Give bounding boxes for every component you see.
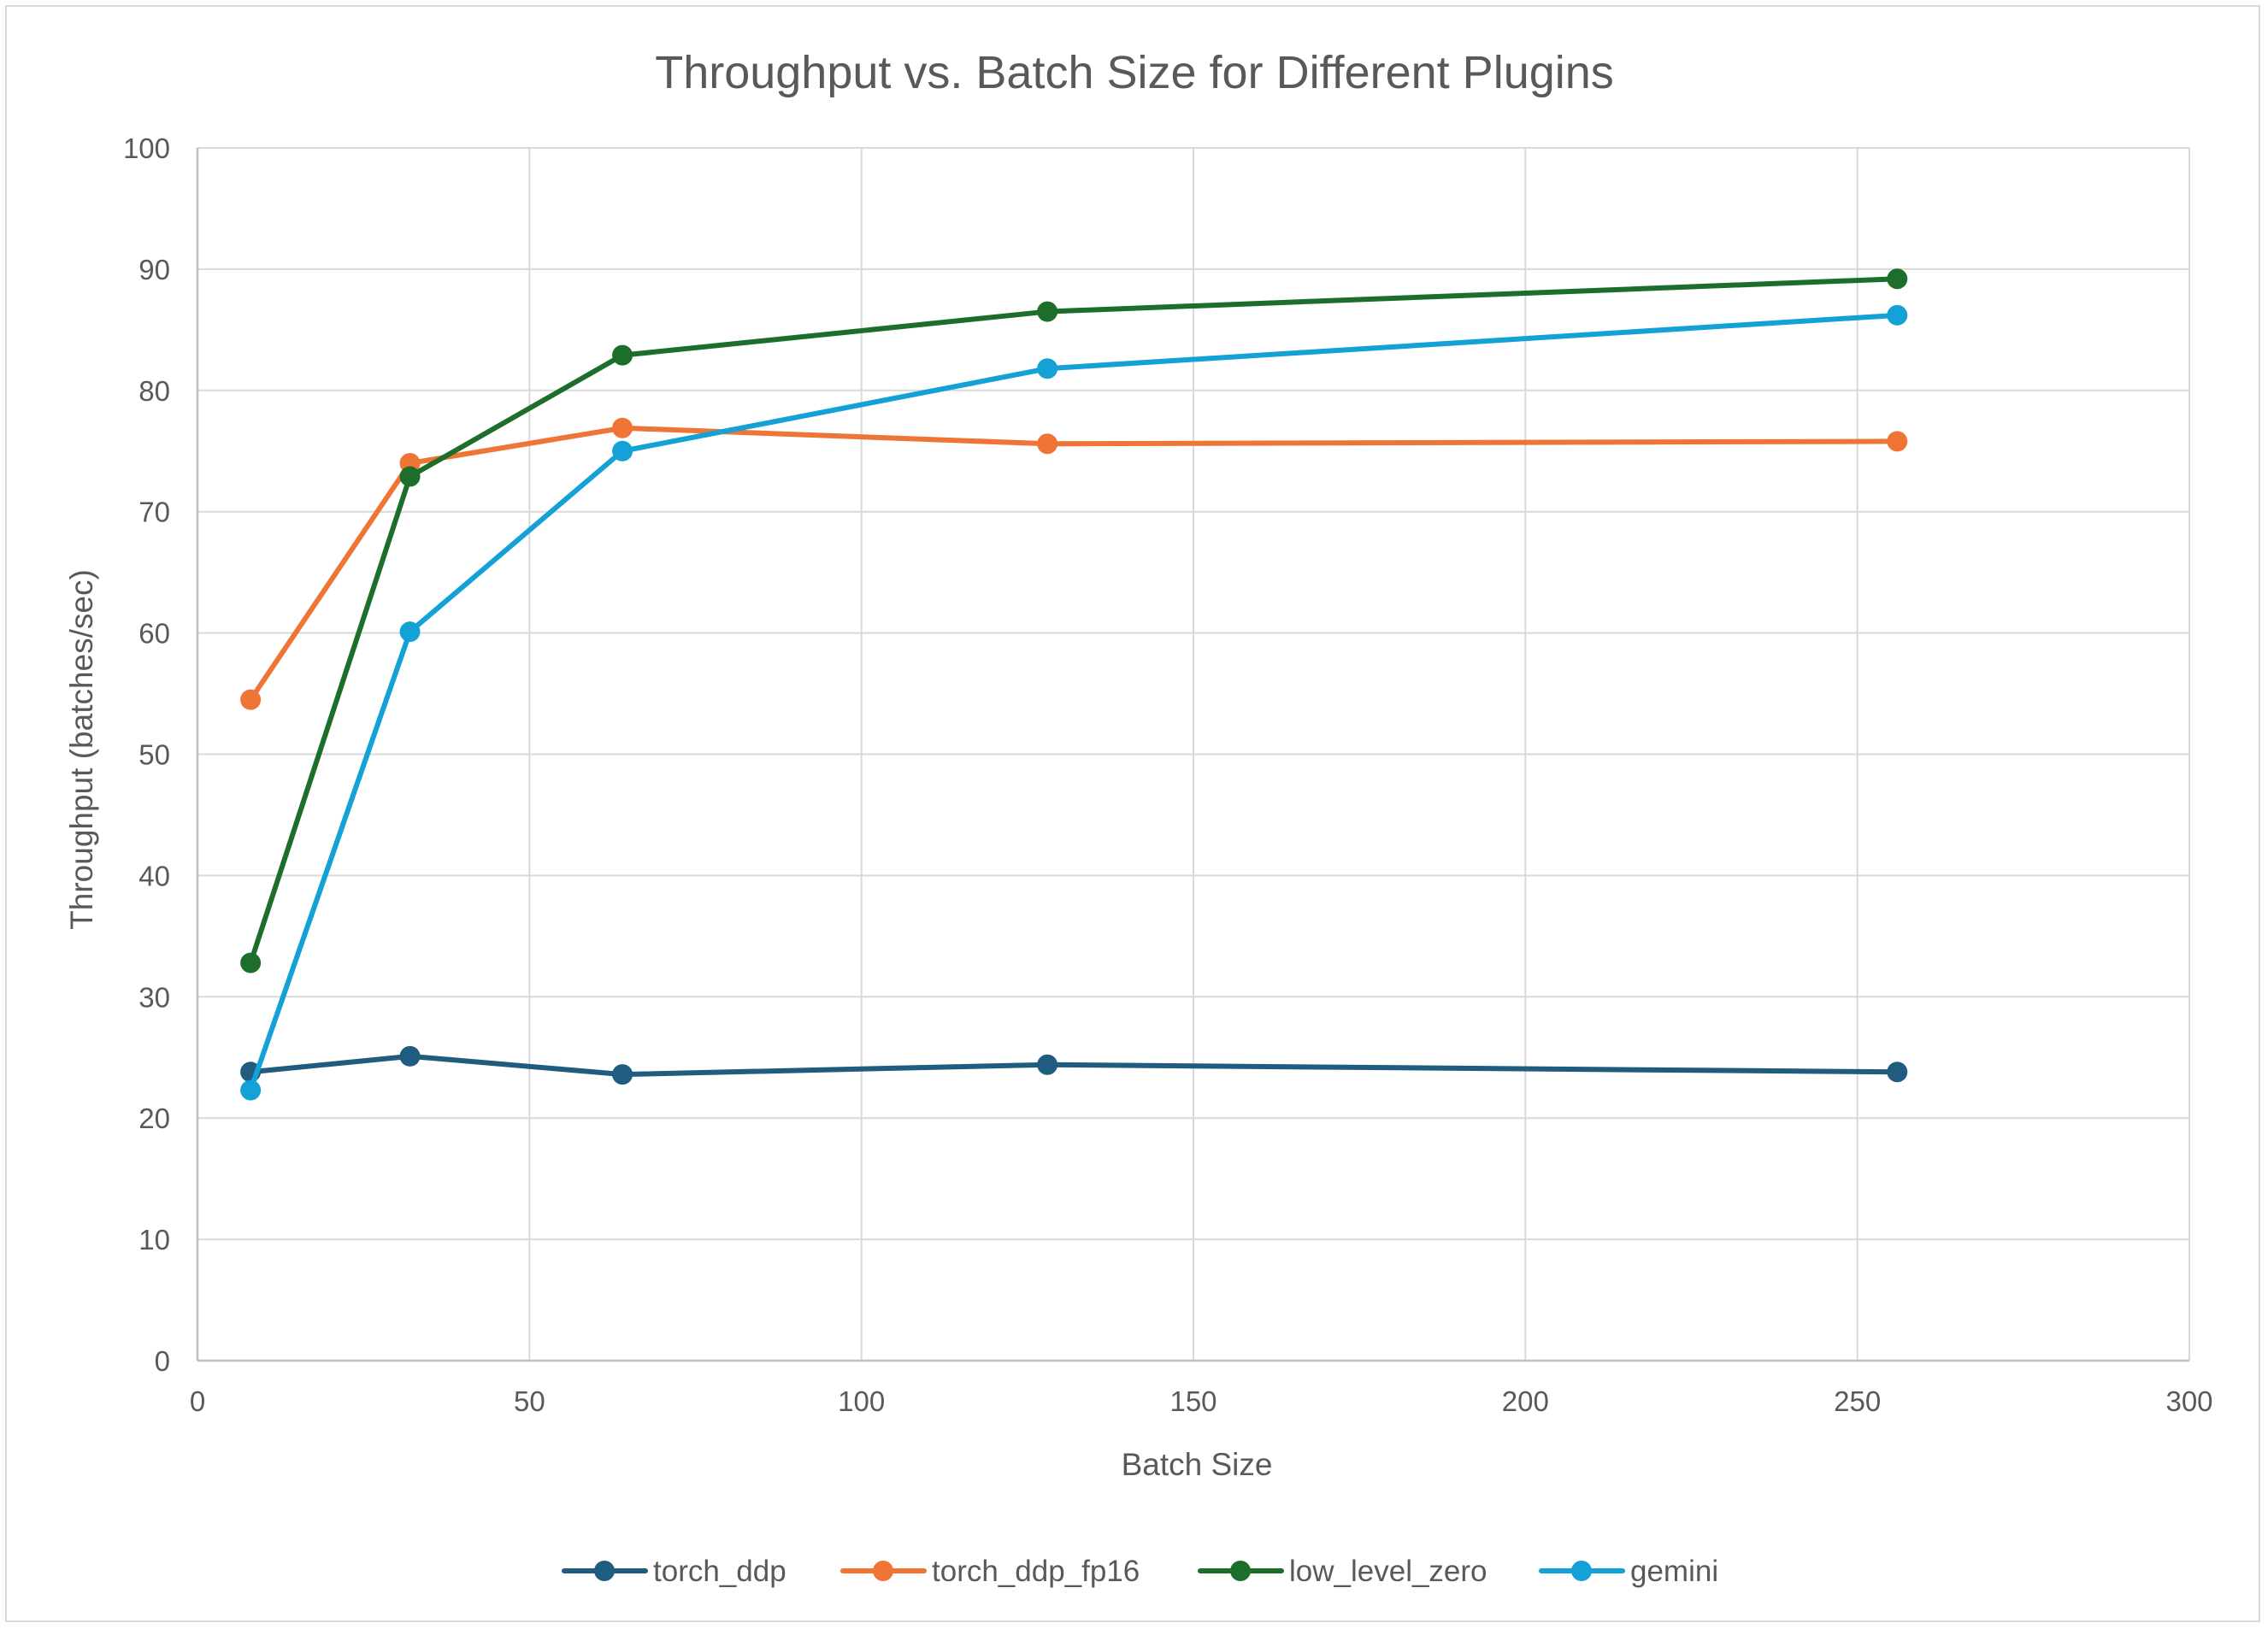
legend-label[interactable]: torch_ddp_fp16 [932,1555,1140,1588]
data-point-torch_ddp_fp16 [1037,433,1058,455]
data-point-low_level_zero [1887,268,1908,290]
x-tick-label: 50 [514,1385,545,1417]
y-tick-label: 60 [138,618,170,650]
y-tick-label: 80 [138,375,170,407]
chart: Throughput vs. Batch Size for Different … [64,47,2213,1588]
data-point-gemini [399,621,421,643]
y-tick-label: 50 [138,739,170,771]
y-tick-label: 70 [138,497,170,528]
x-tick-label: 0 [190,1385,205,1417]
gridlines [197,147,2190,1361]
x-tick-label: 300 [2165,1385,2212,1417]
data-point-low_level_zero [1037,301,1058,322]
series-line-torch_ddp_fp16 [248,425,1900,703]
data-point-gemini [612,440,633,462]
data-point-low_level_zero [399,466,421,487]
chart-frame: Throughput vs. Batch Size for Different … [5,5,2260,1622]
y-tick-label: 10 [138,1224,170,1256]
data-point-low_level_zero [612,344,633,366]
axes: 0 10 20 30 40 50 60 70 80 90 100 0 50 100 150 200 250 300 [123,132,2213,1417]
x-tick-label: 100 [838,1385,885,1417]
x-tick-label: 200 [1502,1385,1549,1417]
legend-swatch-marker[interactable] [1571,1561,1592,1581]
x-axis-title: Batch Size [1122,1447,1273,1482]
x-tick-label: 250 [1834,1385,1881,1417]
x-tick-label: 150 [1169,1385,1216,1417]
legend-swatch-marker[interactable] [1230,1561,1251,1581]
legend-label[interactable]: low_level_zero [1289,1555,1487,1588]
data-point-torch_ddp_fp16 [612,417,633,438]
data-point-torch_ddp [1887,1061,1908,1083]
data-point-torch_ddp [1037,1054,1058,1075]
data-point-torch_ddp_fp16 [240,689,262,710]
y-axis-title: Throughput (batches/sec) [64,569,99,930]
plot-area [240,268,1908,1101]
y-tick-label: 30 [138,981,170,1013]
data-point-torch_ddp [612,1064,633,1085]
y-tick-label: 20 [138,1103,170,1134]
legend[interactable]: torch_ddp torch_ddp_fp16 low_level_zero gem… [562,1555,1718,1588]
series-line-gemini [248,312,1900,1093]
data-point-gemini [240,1079,262,1101]
chart-title: Throughput vs. Batch Size for Different … [655,47,1614,98]
data-point-gemini [1887,304,1908,326]
legend-label[interactable]: gemini [1630,1555,1718,1588]
data-point-low_level_zero [240,952,262,973]
y-tick-label: 0 [155,1345,170,1377]
data-point-gemini [1037,358,1058,379]
legend-label[interactable]: torch_ddp [653,1555,786,1588]
data-point-torch_ddp [399,1045,421,1067]
legend-swatch-marker[interactable] [594,1561,615,1581]
y-tick-label: 90 [138,254,170,285]
series-line-low_level_zero [248,276,1900,966]
y-tick-label: 100 [123,132,170,164]
legend-swatch-marker[interactable] [873,1561,893,1581]
y-tick-label: 40 [138,860,170,891]
series-line-torch_ddp [248,1053,1900,1078]
data-point-torch_ddp_fp16 [1887,431,1908,452]
